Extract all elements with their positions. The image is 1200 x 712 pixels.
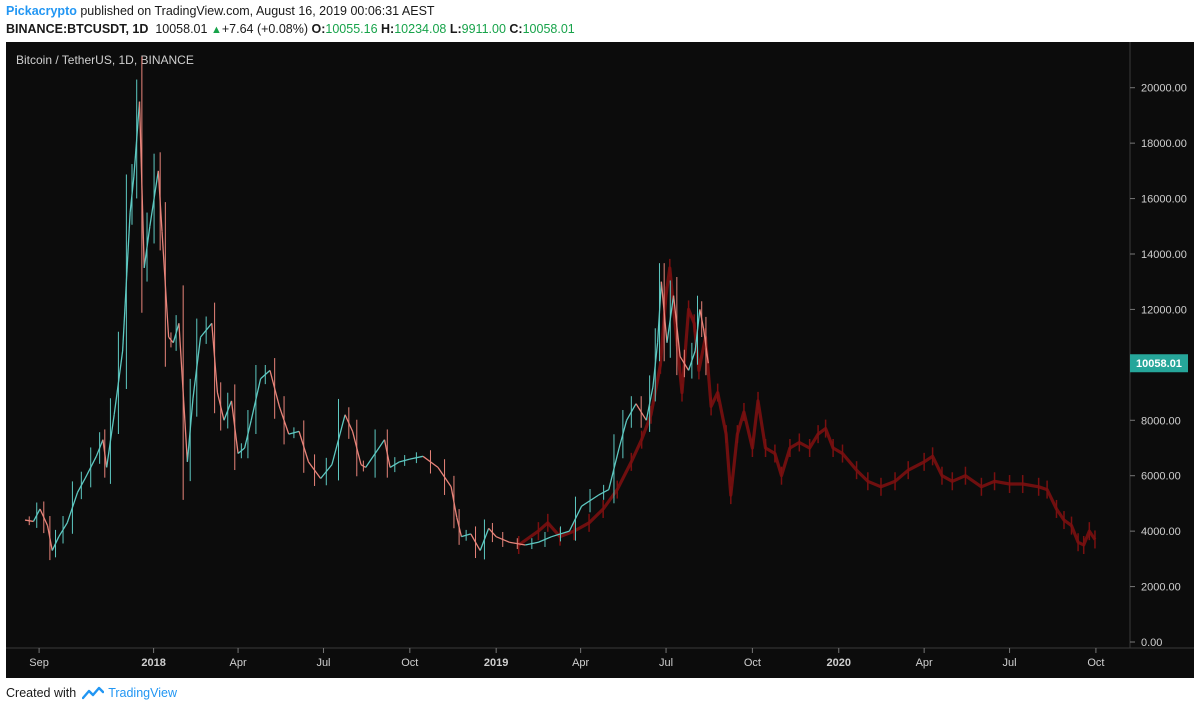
high-value: 10234.08 [394,22,447,36]
x-tick-label: Oct [401,657,418,669]
chart-background [6,42,1194,678]
last-price-badge: 10058.01 [1130,354,1188,373]
symbol-label: BINANCE:BTCUSDT, 1D [6,22,149,36]
time-axis: Sep 2018 Apr Jul Oct 2019 Apr Jul Oct 2020 Apr Jul O… [29,648,1104,669]
price-chart[interactable]: Bitcoin / TetherUS, 1D, BINANCE 0.00 2000… [0,42,1200,678]
x-tick-label: 2019 [484,657,508,669]
publication-line: Pickacrypto published on TradingView.com… [6,4,435,18]
y-tick-label: 12000.00 [1141,304,1187,316]
footer: Created with TradingView [6,686,177,700]
published-text: published on TradingView.com, August 16,… [80,4,435,18]
open-value: 10055.16 [325,22,378,36]
quote-line: BINANCE:BTCUSDT, 1D 10058.01 ▲+7.64 (+0.… [6,22,575,36]
x-tick-label: Sep [29,657,49,669]
author-link[interactable]: Pickacrypto [6,4,77,18]
x-tick-label: Apr [916,657,933,669]
y-tick-label: 6000.00 [1141,471,1181,483]
x-tick-label: Jul [659,657,673,669]
last-price: 10058.01 [155,22,208,36]
y-tick-label: 16000.00 [1141,194,1187,206]
high-label: H: [381,22,395,36]
x-tick-label: Apr [572,657,589,669]
x-tick-label: Oct [1087,657,1104,669]
x-tick-label: 2018 [141,657,165,669]
low-value: 9911.00 [461,22,506,36]
close-label: C: [509,22,523,36]
y-tick-label: 18000.00 [1141,138,1187,150]
x-tick-label: Jul [316,657,330,669]
chart-title: Bitcoin / TetherUS, 1D, BINANCE [16,53,194,67]
close-value: 10058.01 [522,22,575,36]
y-tick-label: 8000.00 [1141,415,1181,427]
tradingview-logo-icon [82,686,105,700]
created-with-text: Created with [6,686,77,700]
y-tick-label: 4000.00 [1141,526,1181,538]
tradingview-brand-link[interactable]: TradingView [108,686,177,700]
x-tick-label: Oct [744,657,761,669]
low-label: L: [449,22,462,36]
x-tick-label: Jul [1003,657,1017,669]
x-tick-label: Apr [230,657,247,669]
up-arrow-icon: ▲ [210,24,222,36]
y-tick-label: 20000.00 [1141,83,1187,95]
series-layer [24,56,1097,561]
open-label: O: [311,22,326,36]
price-badge-box [1130,354,1188,373]
y-tick-label: 0.00 [1141,637,1162,649]
y-tick-label: 14000.00 [1141,249,1187,261]
y-tick-label: 2000.00 [1141,582,1181,594]
price-badge-text: 10058.01 [1136,358,1182,370]
x-tick-label: 2020 [826,657,850,669]
price-change: +7.64 (+0.08%) [221,22,309,36]
